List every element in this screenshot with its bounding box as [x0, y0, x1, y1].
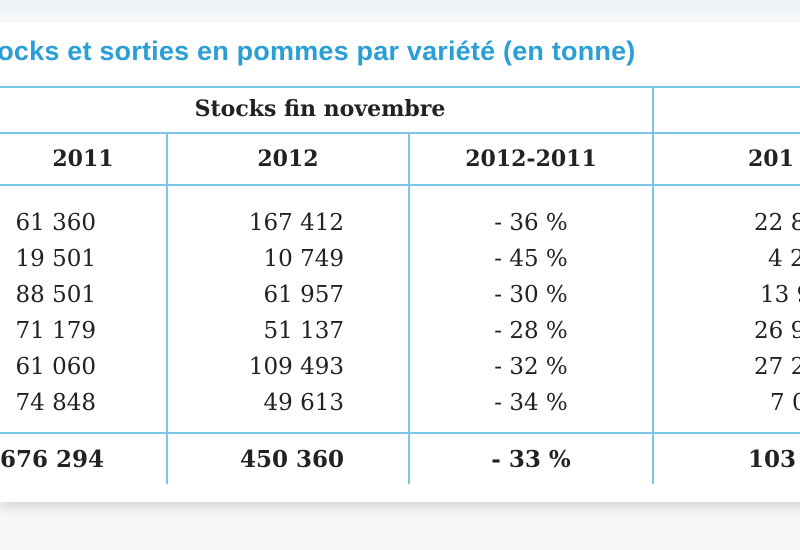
- total-2012: 450 360: [239, 446, 344, 473]
- cell-2011: 19 501: [15, 246, 96, 272]
- cell-2012: 109 493: [248, 354, 344, 380]
- cell-2011: 88 501: [15, 282, 96, 308]
- cell-diff: - 28 %: [494, 318, 568, 344]
- col-divider-3: [652, 86, 654, 484]
- col-header-next: 201: [748, 146, 794, 172]
- cell-2012: 10 749: [263, 246, 344, 272]
- col-header-2011: 2011: [52, 146, 114, 172]
- cell-2011: 71 179: [15, 318, 96, 344]
- col-header-2012: 2012: [257, 146, 319, 172]
- cell-diff: - 30 %: [494, 282, 568, 308]
- rule-header: [0, 184, 800, 186]
- cell-next: 4 2: [768, 246, 800, 272]
- total-2011: 676 294: [0, 446, 105, 473]
- total-next: 103: [748, 446, 797, 473]
- cell-2011: 61 360: [15, 210, 96, 236]
- col-divider-2: [408, 134, 410, 484]
- total-diff: - 33 %: [491, 446, 571, 473]
- col-header-2012-2011: 2012-2011: [465, 146, 597, 172]
- cell-2012: 51 137: [263, 318, 344, 344]
- cell-2012: 61 957: [263, 282, 344, 308]
- cell-2012: 49 613: [263, 390, 344, 416]
- top-strip: [0, 0, 800, 14]
- cell-next: 26 9: [754, 318, 800, 344]
- cell-2011: 74 848: [15, 390, 96, 416]
- cell-diff: - 32 %: [494, 354, 568, 380]
- col-divider-1: [166, 134, 168, 484]
- table-title: tocks et sorties en pommes par variété (…: [0, 36, 636, 66]
- cell-diff: - 45 %: [494, 246, 568, 272]
- cell-2012: 167 412: [248, 210, 344, 236]
- cell-next: 22 8: [754, 210, 800, 236]
- rule-group: [0, 132, 800, 134]
- table-card: tocks et sorties en pommes par variété (…: [0, 22, 800, 502]
- cell-diff: - 34 %: [494, 390, 568, 416]
- rule-top: [0, 86, 800, 88]
- cell-2011: 61 060: [15, 354, 96, 380]
- rule-total: [0, 432, 800, 434]
- cell-diff: - 36 %: [494, 210, 568, 236]
- cell-next: 27 2: [754, 354, 800, 380]
- cell-next: 13 9: [760, 282, 800, 308]
- group-header-stocks: Stocks fin novembre: [194, 96, 446, 122]
- cell-next: 7 0: [770, 390, 800, 416]
